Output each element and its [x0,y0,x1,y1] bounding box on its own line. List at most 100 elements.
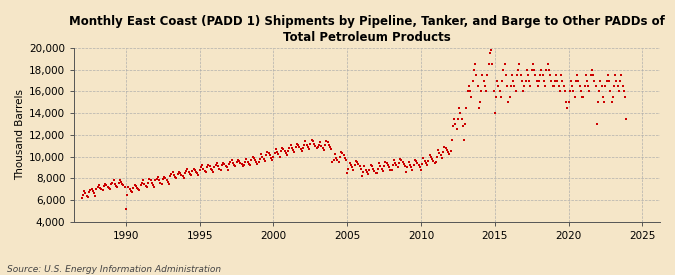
Point [498,67,509,72]
Point [326,147,337,151]
Point [223,167,234,172]
Point [470,62,481,67]
Point [503,100,514,104]
Point [458,124,468,128]
Point [188,166,199,171]
Point [230,164,241,169]
Point [298,146,308,150]
Point [302,145,313,149]
Point [268,154,279,159]
Point [135,183,146,187]
Point [414,165,425,170]
Point [350,159,361,163]
Point [479,78,489,83]
Point [275,149,286,153]
Point [118,183,129,187]
Point [133,187,144,191]
Point [534,78,545,83]
Point [217,163,227,167]
Point [296,149,307,153]
Point [96,187,107,191]
Point [205,166,216,171]
Point [342,171,352,175]
Point [335,154,346,159]
Point [160,176,171,180]
Point [163,182,174,186]
Point [355,166,366,171]
Point [449,116,460,121]
Point [389,158,400,162]
Point [527,62,538,67]
Point [145,178,156,183]
Point [408,163,419,167]
Point [348,167,359,172]
Point [596,84,607,88]
Point [277,146,288,150]
Point [425,154,436,159]
Point [313,145,323,149]
Point [150,178,161,183]
Point [148,183,159,187]
Point [515,73,526,77]
Point [261,153,271,158]
Point [427,156,437,161]
Point [531,78,542,83]
Point [530,73,541,77]
Point [487,62,497,67]
Point [308,141,319,146]
Point [262,150,273,154]
Point [354,164,365,169]
Point [142,185,153,189]
Point [612,84,623,88]
Point [445,149,456,153]
Point [437,155,448,160]
Point [196,165,207,170]
Point [422,163,433,167]
Point [440,146,451,150]
Point [375,164,386,169]
Point [500,62,510,67]
Point [346,163,356,167]
Point [180,171,190,175]
Point [156,182,167,186]
Point [504,95,515,99]
Point [340,155,350,160]
Point [301,142,312,147]
Point [540,84,551,88]
Point [112,185,123,189]
Point [472,84,483,88]
Point [514,62,524,67]
Point [575,89,586,94]
Point [541,67,551,72]
Point [379,164,389,169]
Point [502,84,512,88]
Point [611,78,622,83]
Point [172,172,183,176]
Point [585,73,596,77]
Point [266,155,277,160]
Point [317,146,328,150]
Point [244,162,254,166]
Point [458,138,469,142]
Point [283,149,294,153]
Point [250,158,261,162]
Point [155,180,166,185]
Point [362,172,373,176]
Point [305,141,316,146]
Point [594,89,605,94]
Point [495,95,506,99]
Point [404,163,415,167]
Point [369,169,380,173]
Point [246,158,256,162]
Point [202,165,213,170]
Point [194,167,205,172]
Point [370,171,381,175]
Point [331,155,342,160]
Point [314,142,325,147]
Point [82,194,93,199]
Point [224,162,235,166]
Point [558,84,569,88]
Point [323,142,334,147]
Point [240,160,250,164]
Point [337,151,348,155]
